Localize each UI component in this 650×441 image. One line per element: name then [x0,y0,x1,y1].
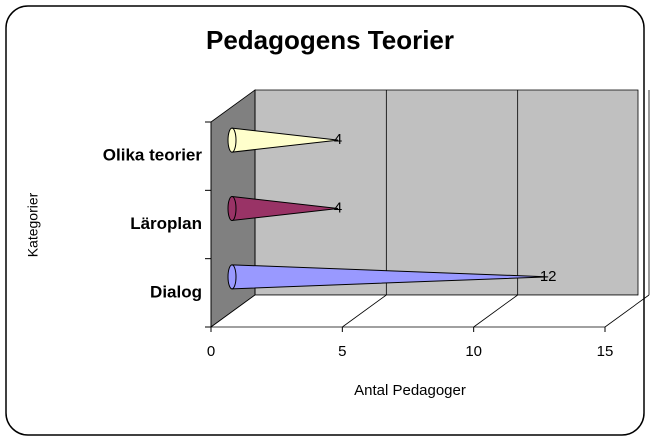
x-tick-label: 0 [207,343,215,360]
cone [227,264,549,290]
y-axis-label: Kategorier [25,192,41,257]
floor-grid-line [473,294,518,328]
y-tick-label: Olika teorier [103,146,203,165]
cone [227,127,339,153]
floor [211,295,638,327]
data-label: 4 [334,199,342,216]
cone-base [227,264,237,290]
x-axis-label: Antal Pedagoger [354,382,466,399]
cone-base [227,127,237,153]
data-label: 12 [540,268,557,285]
x-tick-label: 10 [465,343,482,360]
floor-grid-line [604,294,650,328]
x-tick-label: 15 [597,343,614,360]
y-tick-label: Dialog [150,282,202,301]
back-wall [254,89,639,296]
y-tick-label: Läroplan [130,214,202,233]
x-tick-label: 5 [338,343,346,360]
cone [227,195,339,222]
data-label: 4 [334,131,342,148]
floor-grid-line [342,294,387,328]
chart-title: Pedagogens Teorier [206,25,454,55]
floor-grid-line [210,294,256,328]
cone-base [227,196,237,221]
